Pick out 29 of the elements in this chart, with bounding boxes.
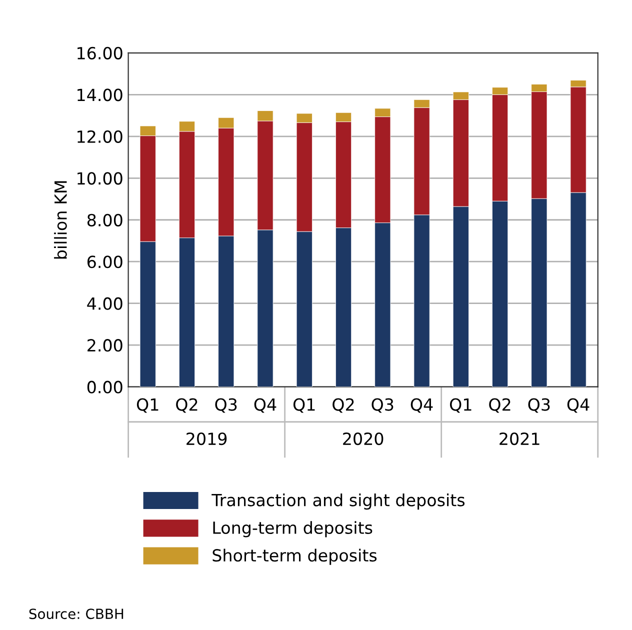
x-tick-label: Q4 xyxy=(254,398,276,413)
x-tick-label: Q2 xyxy=(332,398,354,413)
y-tick-label: 6.00 xyxy=(87,256,122,268)
y-tick-label: 2.00 xyxy=(88,339,122,352)
x-tick-label: Q3 xyxy=(528,398,550,413)
text: 2019 xyxy=(186,432,227,446)
y-tick-label: 8.00 xyxy=(87,214,122,226)
x-tick-label: Q4 xyxy=(410,398,433,413)
x-tick-label: Q1 xyxy=(136,398,158,413)
x-tick-label: Q2 xyxy=(176,398,198,413)
y-tick-label: 16.00 xyxy=(78,46,122,60)
x-tick-label: Q4 xyxy=(567,398,590,413)
x-tick-label: Q1 xyxy=(450,398,472,413)
text: 2021 xyxy=(500,432,540,446)
y-tick-label: 10.00 xyxy=(78,172,122,185)
x-tick-label: Q3 xyxy=(215,398,237,413)
x-tick-label: Q1 xyxy=(293,398,315,413)
source-note: Source: CBBH xyxy=(29,608,124,620)
text: 2020 xyxy=(343,432,384,446)
legend-label: Transaction and sight deposits xyxy=(212,493,465,510)
y-axis-title: billion KM xyxy=(54,181,67,259)
legend-label: Short-term deposits xyxy=(212,548,377,565)
y-tick-label: 0.00 xyxy=(87,380,122,394)
x-tick-label: Q2 xyxy=(489,398,510,413)
y-tick-label: 12.00 xyxy=(78,130,122,143)
legend-label: Long-term deposits xyxy=(213,521,372,538)
y-tick-label: 14.00 xyxy=(78,88,122,102)
x-tick-label: Q3 xyxy=(372,398,394,413)
y-tick-label: 4.00 xyxy=(87,297,122,310)
